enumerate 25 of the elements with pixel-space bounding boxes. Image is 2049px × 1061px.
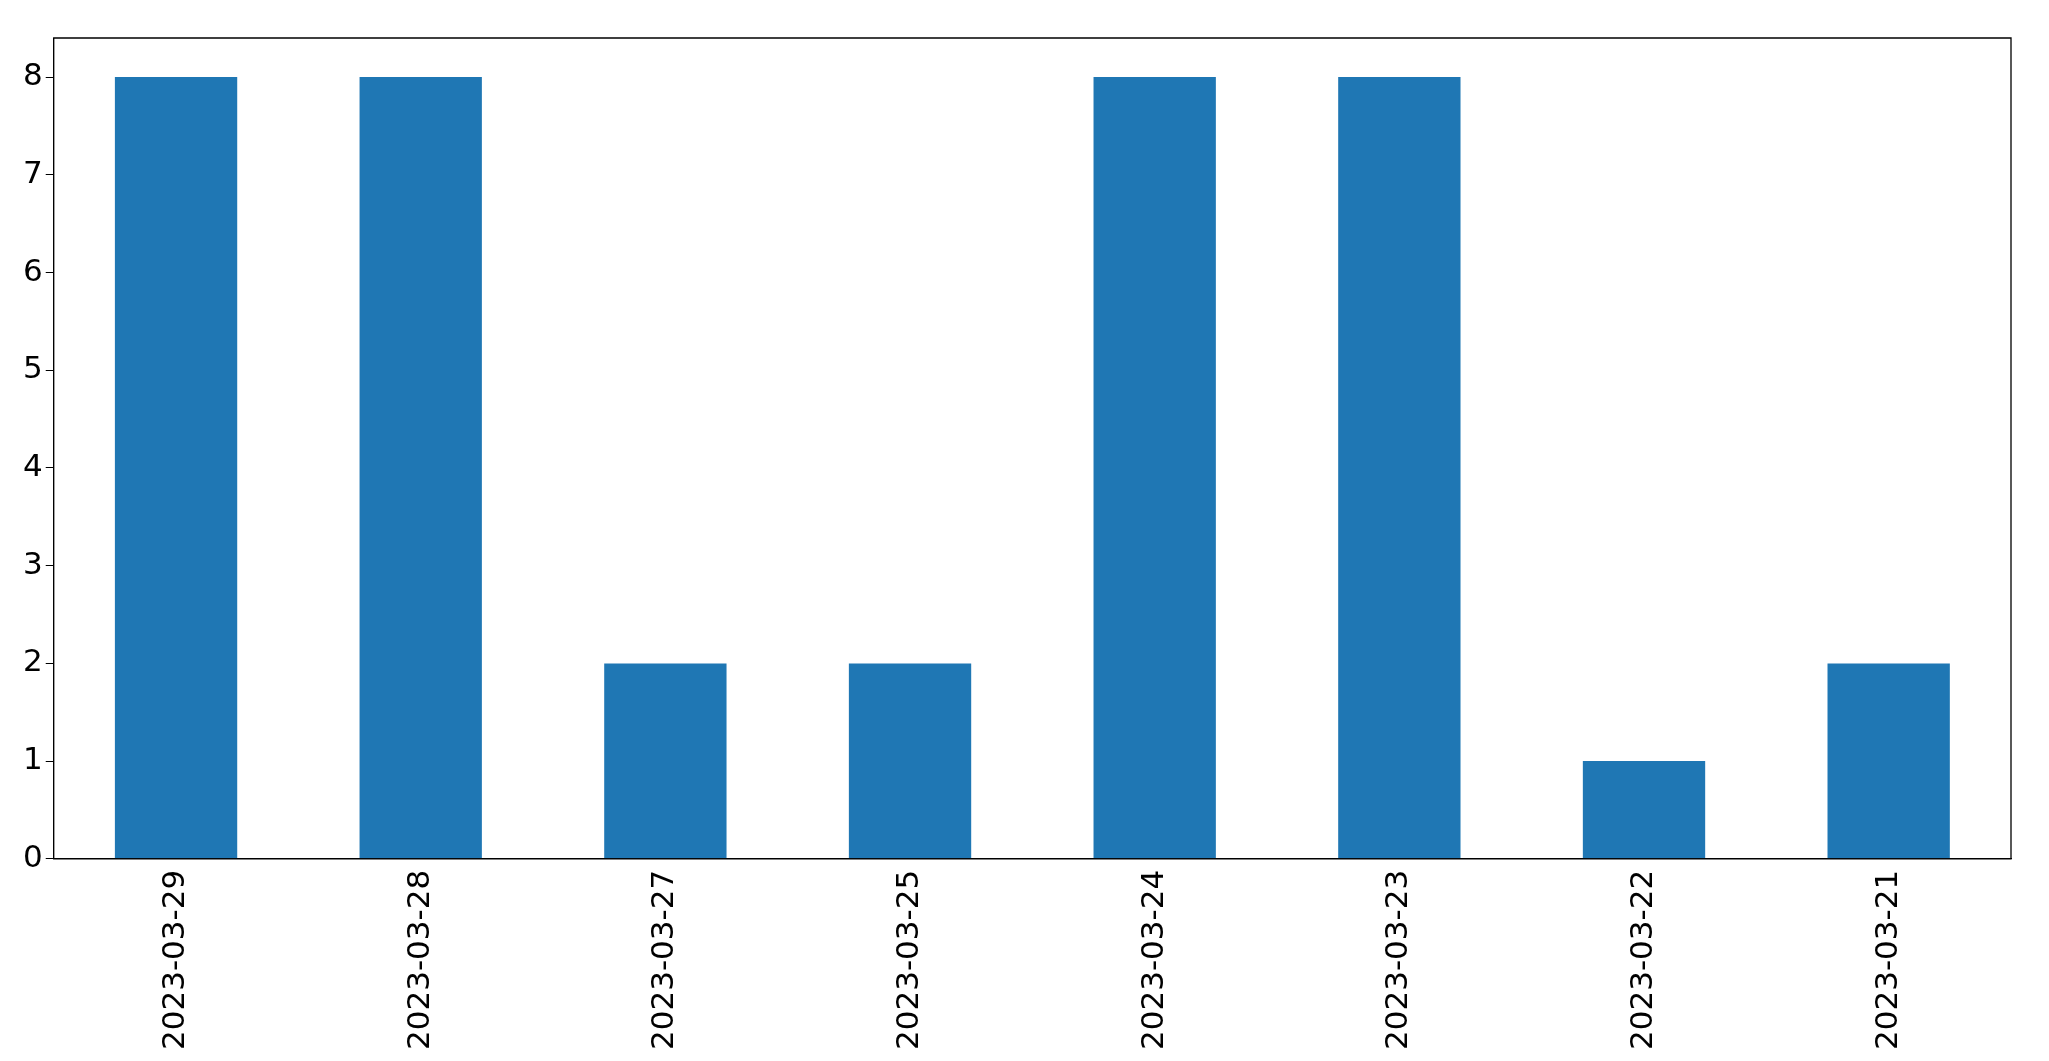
bar bbox=[114, 77, 238, 859]
y-tick-label: 6 bbox=[22, 251, 43, 288]
y-tick-label: 1 bbox=[22, 740, 43, 777]
x-tick-label: 2023-03-21 bbox=[1867, 869, 1904, 1051]
y-tick-label: 2 bbox=[22, 642, 43, 679]
bar bbox=[848, 663, 972, 859]
y-tick-label: 5 bbox=[22, 349, 43, 386]
x-tick-label: 2023-03-29 bbox=[155, 869, 192, 1051]
bar bbox=[359, 77, 482, 859]
bar bbox=[1582, 761, 1706, 859]
x-tick-label: 2023-03-25 bbox=[889, 869, 926, 1051]
bar bbox=[1827, 663, 1950, 859]
y-tick-label: 4 bbox=[22, 447, 43, 484]
x-tick-label: 2023-03-22 bbox=[1623, 869, 1660, 1051]
y-tick-label: 0 bbox=[22, 837, 43, 874]
y-tick-label: 3 bbox=[22, 544, 43, 581]
x-tick-label: 2023-03-28 bbox=[399, 869, 436, 1051]
x-tick-label: 2023-03-27 bbox=[644, 869, 681, 1051]
y-tick-label: 8 bbox=[22, 56, 43, 93]
x-tick-label: 2023-03-23 bbox=[1378, 869, 1415, 1051]
y-tick-label: 7 bbox=[22, 153, 43, 190]
bar bbox=[604, 663, 727, 859]
bar bbox=[1338, 77, 1461, 859]
x-tick-label: 2023-03-24 bbox=[1133, 869, 1170, 1051]
bar bbox=[1093, 77, 1216, 859]
